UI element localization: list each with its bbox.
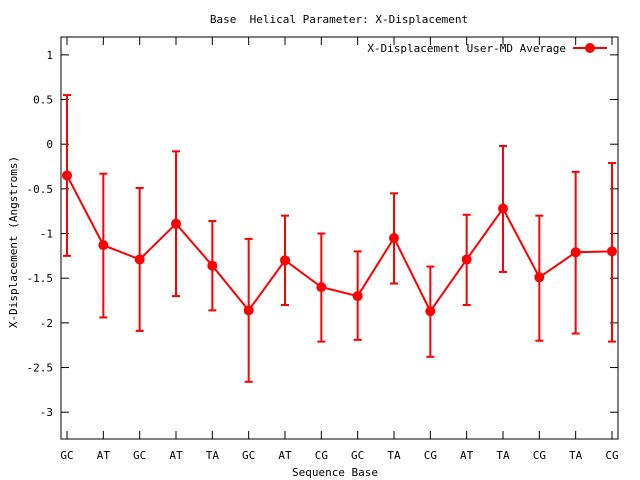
- data-point: [62, 170, 72, 181]
- series-line: [66, 175, 613, 314]
- x-tick-label: AT: [278, 449, 292, 462]
- data-point: [243, 305, 254, 316]
- y-tick-label: -1.5: [27, 272, 54, 285]
- legend-marker-sample: [585, 43, 595, 53]
- y-tick-label: 1: [46, 49, 53, 62]
- y-tick-label: -2: [40, 317, 53, 330]
- x-tick-label: GC: [351, 449, 364, 462]
- x-tick-label: GC: [133, 449, 146, 462]
- y-tick-label: 0: [46, 138, 53, 151]
- data-point: [207, 260, 218, 271]
- x-tick-label: CG: [533, 449, 546, 462]
- data-point: [316, 282, 327, 293]
- x-tick-label: GC: [242, 449, 255, 462]
- legend: X-Displacement User-MD Average: [367, 42, 607, 55]
- data-point: [98, 240, 109, 251]
- x-tick-label: AT: [169, 449, 183, 462]
- y-axis: 1 0.5 0 -0.5 -1 -1.5 -2 -2.5 -3: [27, 49, 618, 419]
- y-tick-label: 0.5: [33, 94, 53, 107]
- y-tick-label: -1: [40, 228, 53, 241]
- data-point: [171, 218, 181, 229]
- data-point: [461, 254, 472, 265]
- y-tick-label: -2.5: [27, 362, 54, 375]
- x-tick-label: CG: [605, 449, 618, 462]
- x-tick-label: TA: [387, 449, 401, 462]
- y-axis-label: X-Displacement (Angstroms): [7, 156, 20, 328]
- data-point: [534, 272, 545, 283]
- chart-title: Base Helical Parameter: X-Displacement: [210, 13, 468, 26]
- data-point: [134, 254, 145, 265]
- data-point: [498, 203, 508, 214]
- x-axis-label: Sequence Base: [292, 466, 378, 479]
- x-tick-label: CG: [315, 449, 328, 462]
- x-tick-label: TA: [569, 449, 583, 462]
- data-point: [570, 247, 581, 258]
- data-point: [425, 306, 436, 317]
- legend-entry-label: X-Displacement User-MD Average: [367, 42, 566, 55]
- y-tick-label: -0.5: [27, 183, 54, 196]
- x-tick-label: TA: [496, 449, 510, 462]
- x-tick-label: AT: [460, 449, 474, 462]
- x-tick-label: CG: [424, 449, 437, 462]
- x-axis: GC AT GC AT TA GC AT CG GC TA CG AT TA CG TA CG: [60, 37, 619, 462]
- data-point: [389, 233, 399, 243]
- x-tick-label: AT: [97, 449, 111, 462]
- data-point: [607, 246, 617, 257]
- y-tick-label: -3: [40, 406, 53, 419]
- x-tick-label: TA: [206, 449, 220, 462]
- x-tick-label: GC: [60, 449, 73, 462]
- data-point: [352, 291, 363, 302]
- plot-area-frame: [60, 36, 619, 440]
- series-layer: [62, 94, 617, 383]
- data-point: [280, 255, 290, 266]
